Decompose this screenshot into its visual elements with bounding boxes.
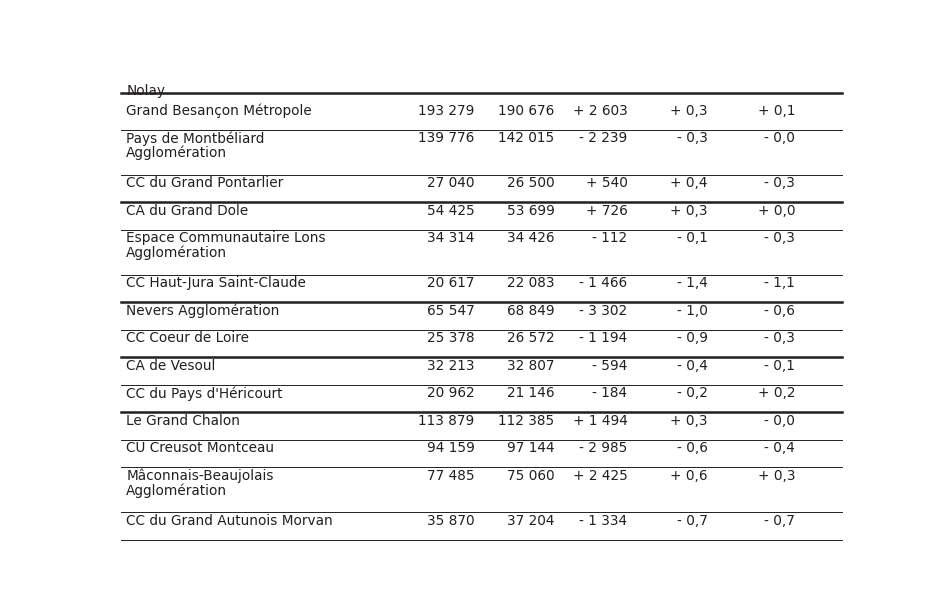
Text: 35 870: 35 870 [427, 514, 475, 528]
Text: - 0,4: - 0,4 [677, 359, 708, 373]
Text: Le Grand Chalon: Le Grand Chalon [126, 414, 241, 428]
Text: - 0,1: - 0,1 [677, 232, 708, 245]
Text: - 184: - 184 [592, 386, 628, 400]
Text: 26 572: 26 572 [507, 331, 555, 346]
Text: + 2 603: + 2 603 [572, 104, 628, 118]
Text: 113 879: 113 879 [418, 414, 475, 428]
Text: 20 617: 20 617 [427, 277, 475, 290]
Text: 27 040: 27 040 [427, 176, 475, 190]
Text: - 0,7: - 0,7 [764, 514, 795, 528]
Text: - 0,4: - 0,4 [764, 442, 795, 455]
Text: Agglomération: Agglomération [126, 483, 227, 497]
Text: 32 213: 32 213 [427, 359, 475, 373]
Text: 142 015: 142 015 [498, 131, 555, 145]
Text: - 0,3: - 0,3 [764, 176, 795, 190]
Text: 22 083: 22 083 [507, 277, 555, 290]
Text: + 0,0: + 0,0 [758, 204, 795, 218]
Text: - 0,0: - 0,0 [764, 131, 795, 145]
Text: Agglomération: Agglomération [126, 245, 227, 260]
Text: CA de Vesoul: CA de Vesoul [126, 359, 215, 373]
Text: - 2 985: - 2 985 [579, 442, 628, 455]
Text: 26 500: 26 500 [507, 176, 555, 190]
Text: - 0,1: - 0,1 [764, 359, 795, 373]
Text: 34 426: 34 426 [507, 232, 555, 245]
Text: 65 547: 65 547 [427, 304, 475, 318]
Text: CC Haut-Jura Saint-Claude: CC Haut-Jura Saint-Claude [126, 277, 306, 290]
Text: - 1,4: - 1,4 [677, 277, 708, 290]
Text: 77 485: 77 485 [427, 469, 475, 483]
Text: - 0,7: - 0,7 [677, 514, 708, 528]
Text: 190 676: 190 676 [498, 104, 555, 118]
Text: - 0,6: - 0,6 [764, 304, 795, 318]
Text: + 0,4: + 0,4 [670, 176, 708, 190]
Text: + 0,2: + 0,2 [758, 386, 795, 400]
Text: - 112: - 112 [592, 232, 628, 245]
Text: Nevers Agglomération: Nevers Agglomération [126, 304, 279, 319]
Text: Mâconnais-Beaujolais: Mâconnais-Beaujolais [126, 469, 274, 484]
Text: + 2 425: + 2 425 [572, 469, 628, 483]
Text: 193 279: 193 279 [418, 104, 475, 118]
Text: + 0,1: + 0,1 [758, 104, 795, 118]
Text: + 1 494: + 1 494 [572, 414, 628, 428]
Text: - 2 239: - 2 239 [579, 131, 628, 145]
Text: 97 144: 97 144 [507, 442, 555, 455]
Text: 68 849: 68 849 [507, 304, 555, 318]
Text: CC du Grand Autunois Morvan: CC du Grand Autunois Morvan [126, 514, 333, 528]
Text: 53 699: 53 699 [507, 204, 555, 218]
Text: - 1,0: - 1,0 [677, 304, 708, 318]
Text: + 0,3: + 0,3 [670, 414, 708, 428]
Text: - 1 194: - 1 194 [579, 331, 628, 346]
Text: Espace Communautaire Lons: Espace Communautaire Lons [126, 232, 326, 245]
Text: 32 807: 32 807 [507, 359, 555, 373]
Text: 21 146: 21 146 [507, 386, 555, 400]
Text: - 0,9: - 0,9 [677, 331, 708, 346]
Text: + 0,3: + 0,3 [670, 204, 708, 218]
Text: - 3 302: - 3 302 [579, 304, 628, 318]
Text: Grand Besançon Métropole: Grand Besançon Métropole [126, 104, 312, 118]
Text: - 594: - 594 [592, 359, 628, 373]
Text: CC du Grand Pontarlier: CC du Grand Pontarlier [126, 176, 284, 190]
Text: 20 962: 20 962 [427, 386, 475, 400]
Text: 139 776: 139 776 [418, 131, 475, 145]
Text: 54 425: 54 425 [427, 204, 475, 218]
Text: - 1 334: - 1 334 [579, 514, 628, 528]
Text: CA du Grand Dole: CA du Grand Dole [126, 204, 248, 218]
Text: CU Creusot Montceau: CU Creusot Montceau [126, 442, 274, 455]
Text: Pays de Montbéliard: Pays de Montbéliard [126, 131, 265, 146]
Text: - 1,1: - 1,1 [764, 277, 795, 290]
Text: Nolay: Nolay [126, 83, 165, 98]
Text: 37 204: 37 204 [507, 514, 555, 528]
Text: - 0,6: - 0,6 [677, 442, 708, 455]
Text: + 0,3: + 0,3 [670, 104, 708, 118]
Text: CC du Pays d'Héricourt: CC du Pays d'Héricourt [126, 386, 283, 401]
Text: 75 060: 75 060 [507, 469, 555, 483]
Text: + 0,3: + 0,3 [758, 469, 795, 483]
Text: - 0,2: - 0,2 [677, 386, 708, 400]
Text: - 0,3: - 0,3 [677, 131, 708, 145]
Text: 34 314: 34 314 [427, 232, 475, 245]
Text: - 0,3: - 0,3 [764, 232, 795, 245]
Text: - 0,3: - 0,3 [764, 331, 795, 346]
Text: - 0,0: - 0,0 [764, 414, 795, 428]
Text: 94 159: 94 159 [427, 442, 475, 455]
Text: + 726: + 726 [586, 204, 628, 218]
Text: Agglomération: Agglomération [126, 146, 227, 160]
Text: - 1 466: - 1 466 [579, 277, 628, 290]
Text: 25 378: 25 378 [427, 331, 475, 346]
Text: + 0,6: + 0,6 [670, 469, 708, 483]
Text: CC Coeur de Loire: CC Coeur de Loire [126, 331, 249, 346]
Text: + 540: + 540 [586, 176, 628, 190]
Text: 112 385: 112 385 [498, 414, 555, 428]
